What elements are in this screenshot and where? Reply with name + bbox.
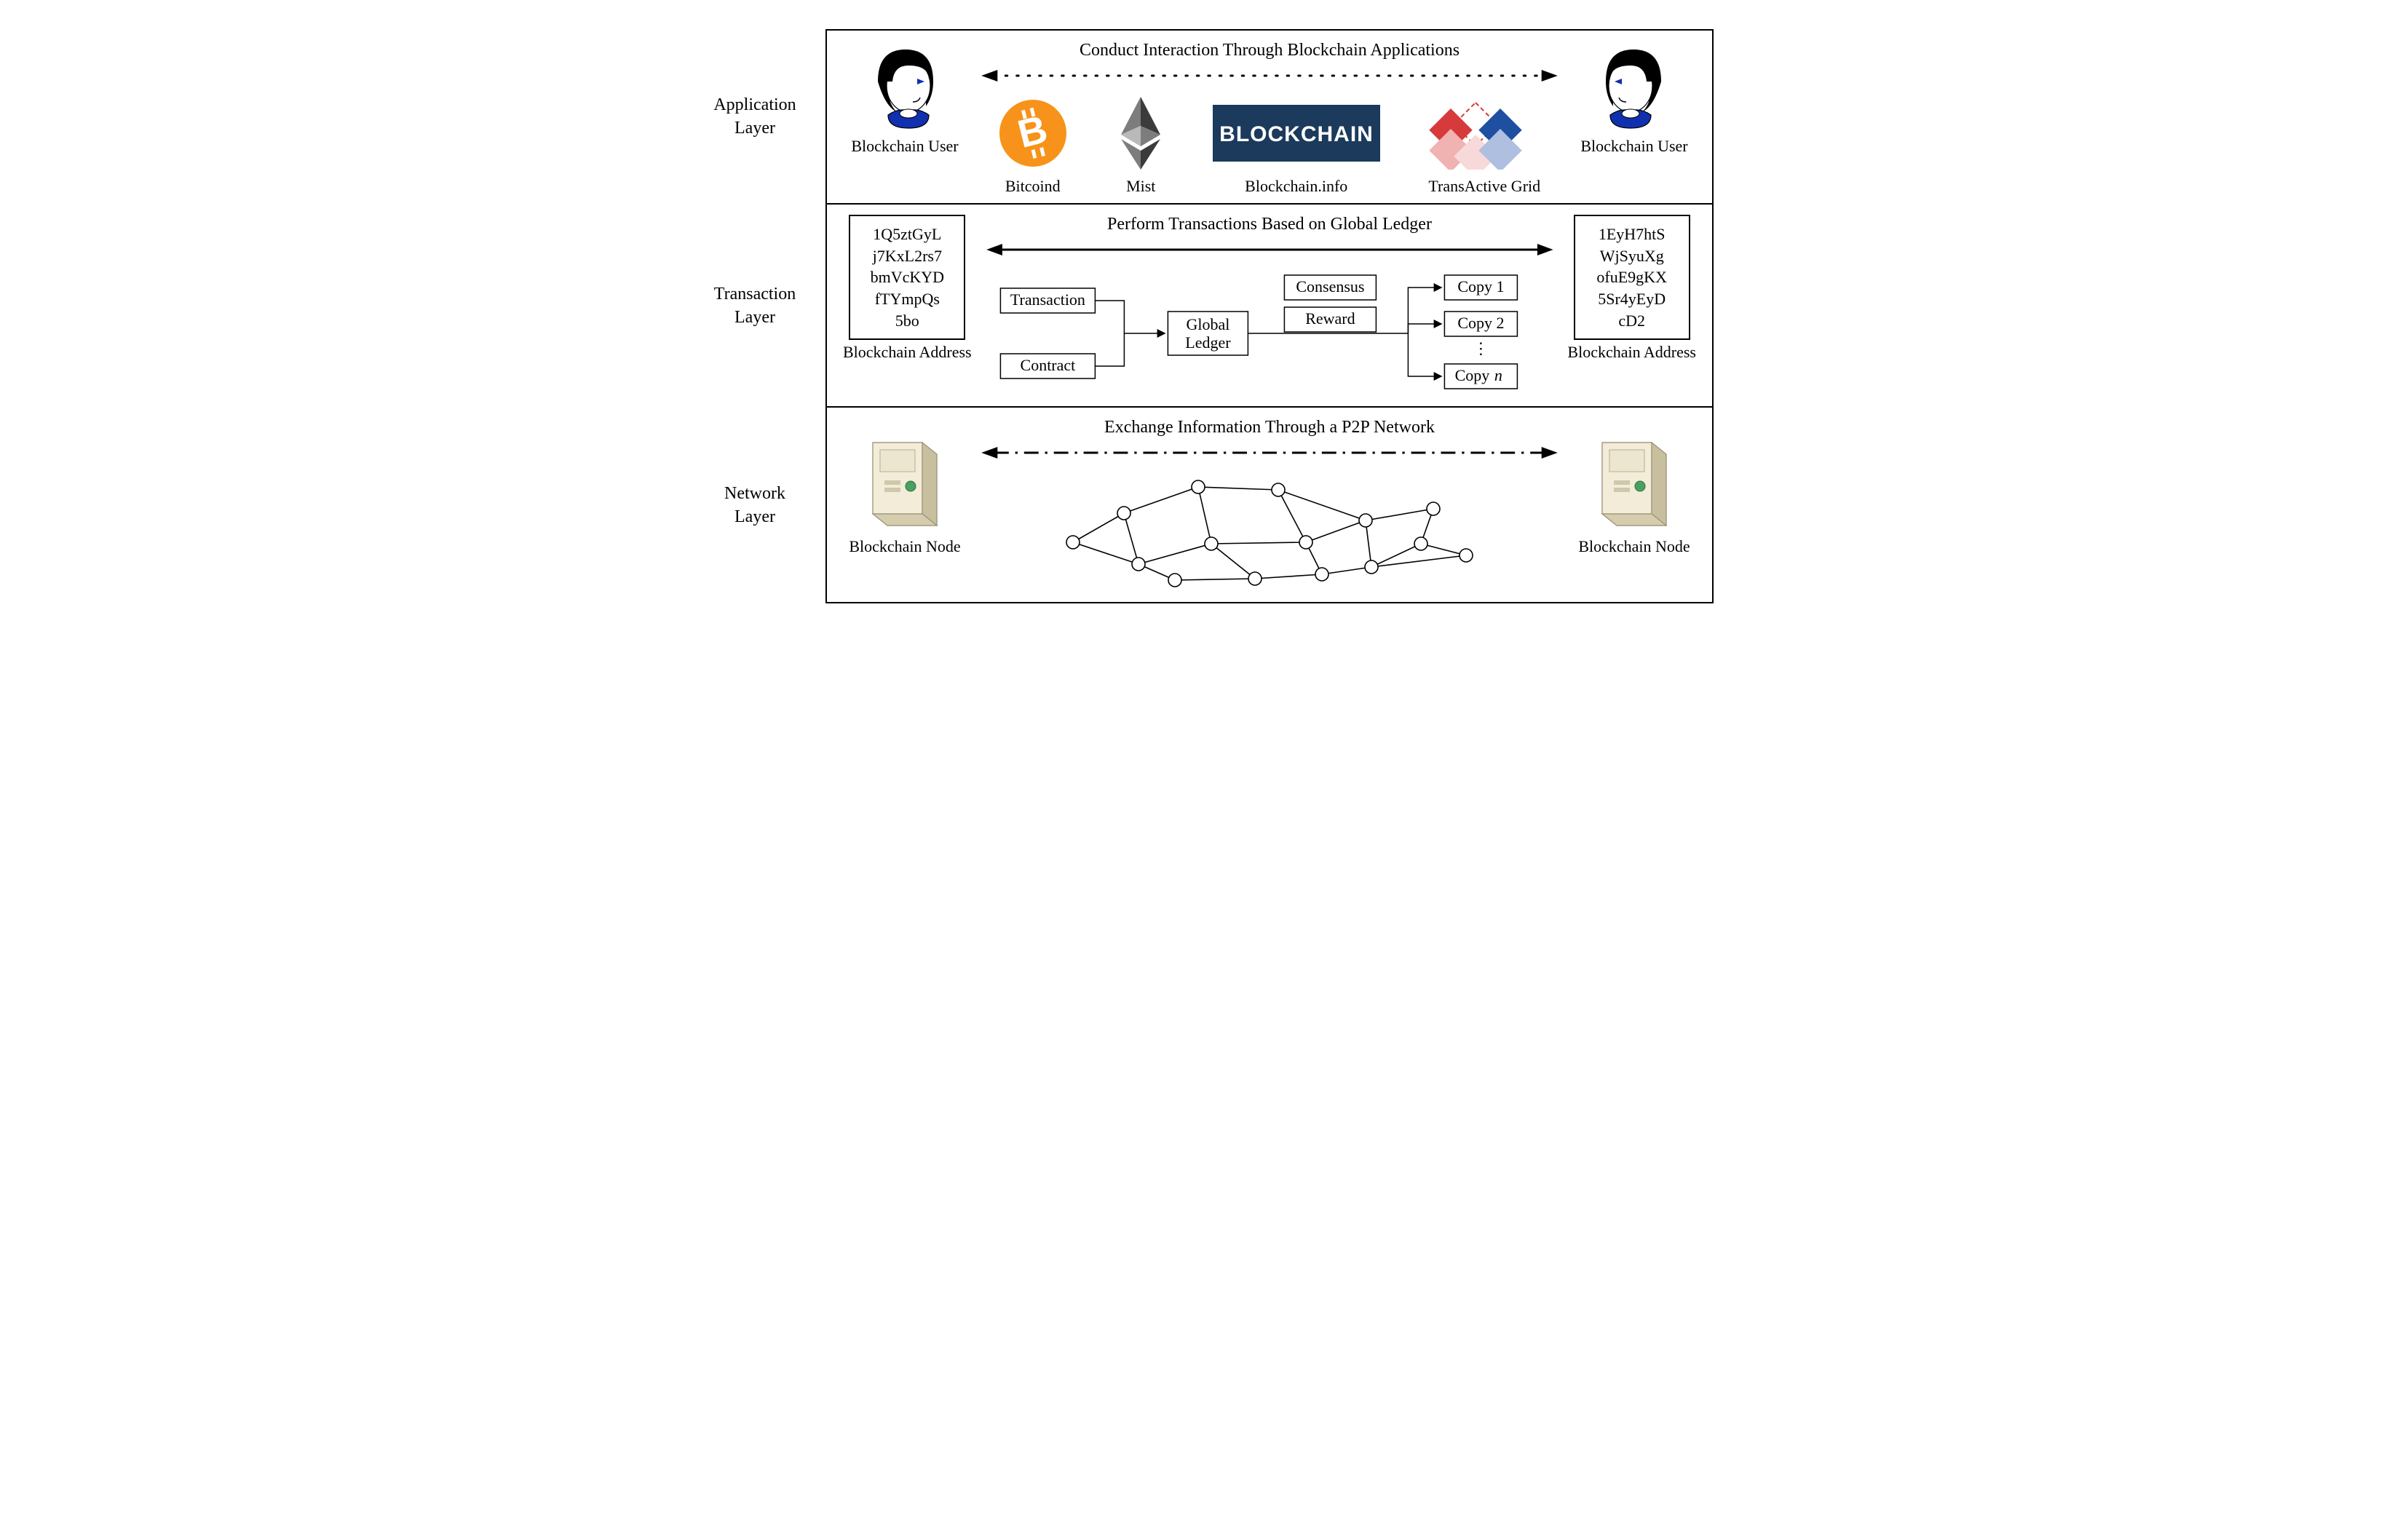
flow-box-ledger-2: Ledger	[1185, 333, 1231, 352]
bitcoin-icon: B	[997, 94, 1069, 173]
transaction-layer-title: Perform Transactions Based on Global Led…	[1107, 215, 1432, 234]
addr-line: 1EyH7htS	[1599, 225, 1666, 243]
transactive-grid-icon	[1426, 94, 1542, 173]
address-box: 1Q5ztGyL j7KxL2rs7 bmVcKYD fTYmpQs 5bo	[849, 215, 965, 340]
flow-box-copy2: Copy 2	[1457, 314, 1504, 332]
flow-box-consensus: Consensus	[1296, 277, 1364, 296]
address-caption: Blockchain Address	[1567, 343, 1696, 362]
label-text: Network	[724, 484, 785, 503]
user-caption: Blockchain User	[851, 137, 958, 156]
addr-line: bmVcKYD	[871, 268, 944, 286]
addr-line: cD2	[1618, 312, 1645, 330]
user-caption: Blockchain User	[1580, 137, 1687, 156]
app-label: Blockchain.info	[1245, 177, 1347, 196]
user-face-icon	[1587, 41, 1682, 134]
network-layer-box: Blockchain Node Exchange Information Thr…	[825, 408, 1714, 603]
flow-box-copy1: Copy 1	[1457, 277, 1504, 296]
application-layer-label: Application Layer	[694, 29, 825, 205]
blockchain-node-left: Blockchain Node	[843, 418, 967, 556]
p2p-mesh-diagram	[980, 471, 1559, 595]
address-caption: Blockchain Address	[843, 343, 972, 362]
blockchain-node-right: Blockchain Node	[1572, 418, 1696, 556]
flow-box-reward: Reward	[1305, 309, 1355, 328]
blockchain-info-icon: BLOCKCHAIN	[1213, 94, 1380, 173]
blockchain-address-left: 1Q5ztGyL j7KxL2rs7 bmVcKYD fTYmpQs 5bo B…	[843, 215, 972, 362]
application-arrow	[980, 66, 1559, 85]
applications-row: B Bitcoind	[980, 94, 1559, 196]
address-box: 1EyH7htS WjSyuXg ofuE9gKX 5Sr4yEyD cD2	[1574, 215, 1690, 340]
app-blockchain-info: BLOCKCHAIN Blockchain.info	[1213, 94, 1380, 196]
app-label: Bitcoind	[1005, 177, 1061, 196]
app-mist: Mist	[1115, 94, 1166, 196]
blockchain-user-left: Blockchain User	[843, 41, 967, 156]
ethereum-icon	[1115, 94, 1166, 173]
network-layer-title: Exchange Information Through a P2P Netwo…	[1104, 418, 1435, 437]
flow-box-transaction: Transaction	[1010, 290, 1085, 309]
label-text: Layer	[734, 308, 775, 327]
label-text: Layer	[734, 119, 775, 138]
addr-line: j7KxL2rs7	[873, 247, 942, 265]
application-layer-title: Conduct Interaction Through Blockchain A…	[1080, 41, 1460, 60]
network-layer-label: Network Layer	[694, 408, 825, 603]
addr-line: fTYmpQs	[875, 290, 940, 308]
label-text: Layer	[734, 507, 775, 526]
transaction-layer-label: Transaction Layer	[694, 205, 825, 408]
app-bitcoind: B Bitcoind	[997, 94, 1069, 196]
flow-box-copyn: Copy	[1454, 366, 1489, 384]
svg-text:n: n	[1494, 366, 1502, 384]
node-caption: Blockchain Node	[1578, 537, 1690, 556]
label-text: Application	[713, 95, 796, 114]
network-arrow	[980, 443, 1559, 462]
server-icon	[854, 418, 956, 534]
blockchain-user-right: Blockchain User	[1572, 41, 1696, 156]
addr-line: 5bo	[895, 312, 919, 330]
transaction-arrow	[985, 240, 1555, 259]
addr-line: ofuE9gKX	[1596, 268, 1667, 286]
user-face-icon	[858, 41, 952, 134]
blockchain-layers-diagram: Application Layer	[694, 29, 1714, 603]
blockchain-address-right: 1EyH7htS WjSyuXg ofuE9gKX 5Sr4yEyD cD2 B…	[1567, 215, 1696, 362]
svg-text:BLOCKCHAIN: BLOCKCHAIN	[1219, 122, 1374, 146]
flow-box-ledger-1: Global	[1186, 315, 1229, 333]
node-caption: Blockchain Node	[849, 537, 960, 556]
label-text: Transaction	[714, 285, 796, 304]
addr-line: 5Sr4yEyD	[1598, 290, 1666, 308]
addr-line: 1Q5ztGyL	[873, 225, 941, 243]
transaction-flow-diagram: Transaction Contract Global Ledger Conse…	[985, 268, 1555, 399]
application-layer-box: Blockchain User Conduct Interaction Thro…	[825, 29, 1714, 205]
transaction-layer-box: 1Q5ztGyL j7KxL2rs7 bmVcKYD fTYmpQs 5bo B…	[825, 205, 1714, 408]
app-label: TransActive Grid	[1428, 177, 1540, 196]
flow-ellipsis: ⋮	[1473, 339, 1489, 357]
addr-line: WjSyuXg	[1600, 247, 1664, 265]
app-transactive-grid: TransActive Grid	[1426, 94, 1542, 196]
server-icon	[1583, 418, 1685, 534]
app-label: Mist	[1126, 177, 1155, 196]
flow-box-contract: Contract	[1020, 356, 1075, 374]
